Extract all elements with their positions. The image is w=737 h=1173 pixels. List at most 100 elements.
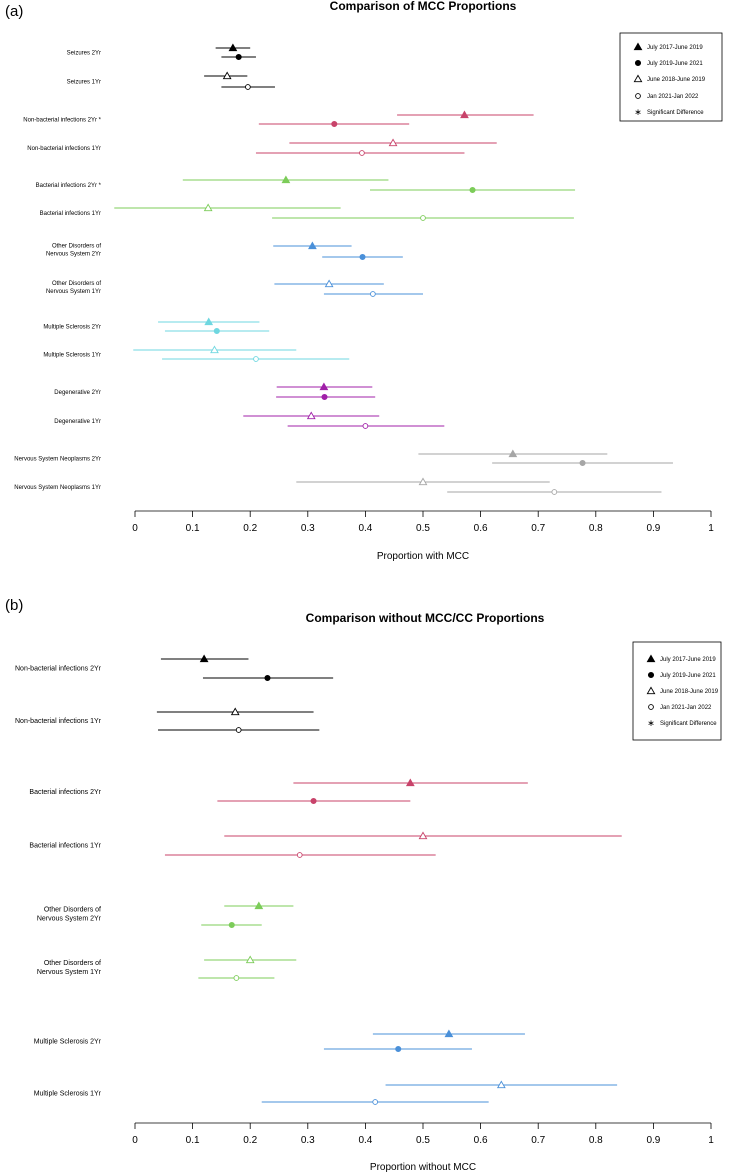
panel-b-x-tick-label: 0.9	[646, 1135, 660, 1146]
panel-b-title: Comparison without MCC/CC Proportions	[306, 611, 545, 625]
panel-b-legend-label-1: July 2019-June 2021	[660, 673, 716, 679]
panel-a-x-tick-label: 0.4	[358, 523, 372, 534]
panel-a-legend-label-3: Jan 2021-Jan 2022	[647, 94, 699, 100]
row-label-degenerative-1yr: Degenerative 1Yr	[54, 419, 101, 425]
panel-a-x-tick-label: 0.5	[416, 523, 430, 534]
panel-b-x-tick-label: 0.1	[186, 1135, 200, 1146]
row-label-bacterial-infections-1yr: Bacterial infections 1Yr	[40, 211, 101, 217]
point-degenerative-1yr-1	[362, 423, 369, 429]
panel-b-x-tick-label: 0.4	[358, 1135, 372, 1146]
row-label-seizures-2yr: Seizures 2Yr	[67, 51, 101, 57]
panel-b-legend-marker-2	[646, 686, 656, 695]
panel-a-x-tick-label: 0.2	[243, 523, 257, 534]
point-degenerative-2yr-0	[319, 382, 329, 391]
point-bacterial-infections-2yr-1	[469, 186, 476, 194]
point-bacterial-infections-2yr-0	[405, 778, 415, 787]
point-multiple-sclerosis-1yr-0	[210, 345, 219, 354]
row-label-degenerative-2yr: Degenerative 2Yr	[54, 390, 101, 396]
panel-b-legend-marker-3	[648, 704, 654, 710]
row-label-other-disorders-of-nervous-system-2yr: Other Disorders of Nervous System 2Yr	[37, 907, 102, 923]
point-non-bacterial-infections-1yr-0	[230, 707, 240, 716]
point-multiple-sclerosis-2yr-1	[213, 327, 220, 335]
point-bacterial-infections-1yr-0	[418, 831, 428, 840]
panel-b-legend-marker-4: ∗	[647, 718, 655, 728]
panel-a-x-tick-label: 0.3	[301, 523, 315, 534]
row-label-multiple-sclerosis-2yr: Multiple Sclerosis 2Yr	[43, 325, 101, 331]
panel-a-x-tick-label: 0.7	[531, 523, 545, 534]
point-non-bacterial-infections-1yr-0	[388, 138, 398, 147]
point-other-disorders-of-nervous-system-1yr-0	[324, 279, 334, 288]
point-seizures-1yr-1	[245, 84, 251, 90]
panel-b-legend-label-3: Jan 2021-Jan 2022	[660, 705, 712, 711]
row-label-multiple-sclerosis-2yr: Multiple Sclerosis 2Yr	[34, 1039, 102, 1046]
panel-a: (a) Comparison of MCC Proportions Propor…	[5, 0, 723, 562]
point-nervous-system-neoplasms-2yr-1	[579, 459, 586, 467]
row-label-bacterial-infections-2yr: Bacterial infections 2Yr *	[36, 183, 102, 189]
panel-a-legend-marker-3	[635, 93, 641, 99]
row-label-nervous-system-neoplasms-2yr: Nervous System Neoplasms 2Yr	[14, 457, 101, 463]
panel-a-title: Comparison of MCC Proportions	[330, 0, 517, 13]
point-non-bacterial-infections-2yr-1	[264, 674, 271, 682]
panel-b-x-tick-label: 0.3	[301, 1135, 315, 1146]
panel-a-x-tick-label: 0	[132, 523, 138, 534]
point-nervous-system-neoplasms-2yr-0	[508, 449, 518, 458]
panel-a-x-tick-label: 0.9	[646, 523, 660, 534]
point-multiple-sclerosis-2yr-0	[444, 1029, 454, 1038]
panel-b-legend-label-4: Significant Difference	[660, 721, 717, 727]
panel-b-label: (b)	[5, 597, 23, 614]
point-seizures-2yr-1	[235, 53, 242, 61]
panel-b: (b) Comparison without MCC/CC Proportion…	[5, 597, 722, 1173]
panel-b-x-tick-label: 0.6	[474, 1135, 488, 1146]
row-label-multiple-sclerosis-1yr: Multiple Sclerosis 1Yr	[34, 1091, 102, 1098]
panel-b-legend-label-2: June 2018-June 2019	[660, 689, 719, 695]
panel-a-xlabel: Proportion with MCC	[377, 551, 469, 562]
point-other-disorders-of-nervous-system-1yr-0	[245, 955, 255, 964]
point-other-disorders-of-nervous-system-1yr-1	[370, 291, 376, 297]
panel-a-label: (a)	[5, 3, 23, 20]
point-other-disorders-of-nervous-system-1yr-1	[233, 975, 240, 981]
panel-b-x-tick-label: 1	[708, 1135, 714, 1146]
panel-a-legend-label-0: July 2017-June 2019	[647, 45, 703, 51]
row-label-multiple-sclerosis-1yr: Multiple Sclerosis 1Yr	[43, 353, 101, 359]
point-non-bacterial-infections-2yr-0	[460, 110, 469, 119]
panel-a-marks: 0 0.1 0.2 0.3 0.4 0.5 0.6 0.7 0.8 0.9 1 Seizures 2Y…	[14, 32, 723, 534]
point-seizures-2yr-0	[228, 43, 238, 52]
panel-a-legend-label-1: July 2019-June 2021	[647, 61, 703, 67]
panel-b-legend-marker-1	[647, 671, 655, 679]
panel-a-legend-marker-0	[633, 42, 643, 51]
panel-a-x-tick-label: 1	[708, 523, 714, 534]
row-label-non-bacterial-infections-2yr: Non-bacterial infections 2Yr *	[23, 118, 101, 124]
row-label-nervous-system-neoplasms-1yr: Nervous System Neoplasms 1Yr	[14, 485, 101, 491]
panel-a-x-tick-label: 0.6	[474, 523, 488, 534]
panel-a-legend-marker-2	[633, 74, 643, 83]
row-label-bacterial-infections-2yr: Bacterial infections 2Yr	[29, 789, 101, 796]
point-non-bacterial-infections-2yr-0	[199, 654, 209, 663]
row-label-non-bacterial-infections-1yr: Non-bacterial infections 1Yr	[15, 718, 102, 725]
panel-a-x-tick-label: 0.1	[186, 523, 200, 534]
point-seizures-1yr-0	[222, 71, 232, 80]
row-label-other-disorders-of-nervous-system-1yr: Other Disorders of Nervous System 1Yr	[37, 960, 102, 976]
point-other-disorders-of-nervous-system-2yr-0	[308, 241, 317, 250]
panel-b-xlabel: Proportion without MCC	[370, 1162, 476, 1173]
panel-a-legend-marker-1	[634, 59, 642, 67]
panel-a-legend-label-2: June 2018-June 2019	[647, 77, 706, 83]
panel-b-legend-label-0: July 2017-June 2019	[660, 657, 716, 663]
panel-b-legend-marker-0	[646, 654, 656, 663]
point-multiple-sclerosis-1yr-0	[496, 1080, 506, 1089]
row-label-other-disorders-of-nervous-system-2yr: Other Disorders of Nervous System 2Yr	[46, 244, 101, 258]
point-bacterial-infections-2yr-1	[310, 797, 317, 805]
point-multiple-sclerosis-2yr-0	[204, 317, 214, 326]
point-non-bacterial-infections-2yr-1	[331, 120, 338, 128]
panel-b-x-tick-label: 0.7	[531, 1135, 545, 1146]
point-degenerative-2yr-1	[321, 393, 328, 401]
point-other-disorders-of-nervous-system-2yr-1	[228, 921, 235, 929]
point-bacterial-infections-1yr-1	[420, 215, 426, 221]
row-label-bacterial-infections-1yr: Bacterial infections 1Yr	[29, 843, 101, 850]
row-label-other-disorders-of-nervous-system-1yr: Other Disorders of Nervous System 1Yr	[46, 281, 101, 295]
panel-b-marks: 0 0.1 0.2 0.3 0.4 0.5 0.6 0.7 0.8 0.9 1 Non-bacteri…	[15, 641, 722, 1146]
point-multiple-sclerosis-2yr-1	[395, 1045, 402, 1053]
point-multiple-sclerosis-1yr-1	[372, 1099, 379, 1105]
point-non-bacterial-infections-1yr-1	[235, 727, 242, 733]
panel-a-x-tick-label: 0.8	[589, 523, 603, 534]
